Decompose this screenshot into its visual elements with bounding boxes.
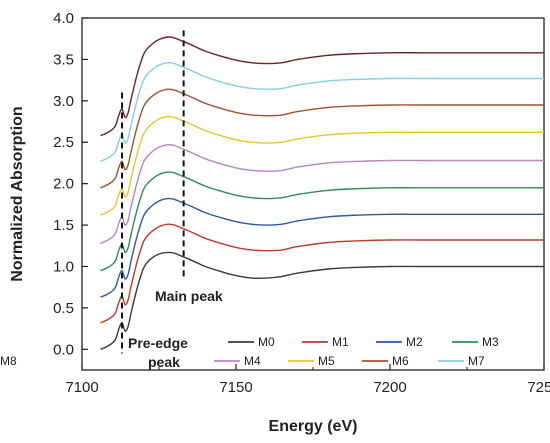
pre-edge-label: Pre-edge bbox=[128, 335, 188, 351]
legend: M0 M1 M2 M3 M4 M5 M6 M7 M8 bbox=[0, 335, 499, 368]
legend-item-m2: M2 bbox=[376, 335, 423, 349]
legend-item-m0: M0 bbox=[228, 335, 275, 349]
series-line-m6 bbox=[100, 88, 544, 189]
series-line-m1 bbox=[100, 223, 544, 324]
x-axis-title: Energy (eV) bbox=[269, 418, 358, 435]
main-peak-label: Main peak bbox=[155, 288, 223, 304]
annotation-layer: Main peak Pre-edge peak bbox=[121, 30, 223, 370]
y-tick-label: 3.5 bbox=[53, 51, 74, 68]
y-tick-label: 3.0 bbox=[53, 93, 74, 110]
pre-edge-label-line2: peak bbox=[148, 354, 180, 370]
y-axis-title: Normalized Absorption bbox=[9, 106, 26, 281]
x-tick-label: 7200 bbox=[373, 379, 406, 396]
y-tick-label: 1.0 bbox=[53, 258, 74, 275]
y-tick-label: 2.0 bbox=[53, 176, 74, 193]
series-line-m7 bbox=[100, 61, 544, 162]
legend-label: M2 bbox=[406, 335, 423, 349]
y-tick-label: 4.0 bbox=[53, 10, 74, 27]
series-line-m8 bbox=[100, 36, 544, 137]
legend-item-m8: M8 bbox=[0, 354, 17, 368]
legend-item-m3: M3 bbox=[452, 335, 499, 349]
series-line-m3 bbox=[100, 171, 544, 272]
y-tick-label: 1.5 bbox=[53, 217, 74, 234]
legend-label: M4 bbox=[244, 354, 261, 368]
legend-label: M3 bbox=[482, 335, 499, 349]
legend-item-m1: M1 bbox=[302, 335, 349, 349]
legend-item-m7: M7 bbox=[438, 354, 485, 368]
series-line-m4 bbox=[100, 143, 544, 244]
legend-label: M0 bbox=[258, 335, 275, 349]
legend-label: M7 bbox=[468, 354, 485, 368]
legend-label: M8 bbox=[0, 354, 17, 368]
x-tick-label: 7100 bbox=[65, 379, 98, 396]
y-tick-label: 2.5 bbox=[53, 134, 74, 151]
legend-label: M6 bbox=[392, 354, 409, 368]
y-tick-label: 0.5 bbox=[53, 300, 74, 317]
legend-item-m6: M6 bbox=[362, 354, 409, 368]
y-tick-label: 0.0 bbox=[53, 341, 74, 358]
series-line-m5 bbox=[100, 115, 544, 216]
legend-label: M1 bbox=[332, 335, 349, 349]
legend-label: M5 bbox=[318, 354, 335, 368]
series-line-m2 bbox=[100, 197, 544, 298]
x-tick-label: 7150 bbox=[219, 379, 252, 396]
legend-item-m4: M4 bbox=[214, 354, 261, 368]
legend-item-m5: M5 bbox=[288, 354, 335, 368]
